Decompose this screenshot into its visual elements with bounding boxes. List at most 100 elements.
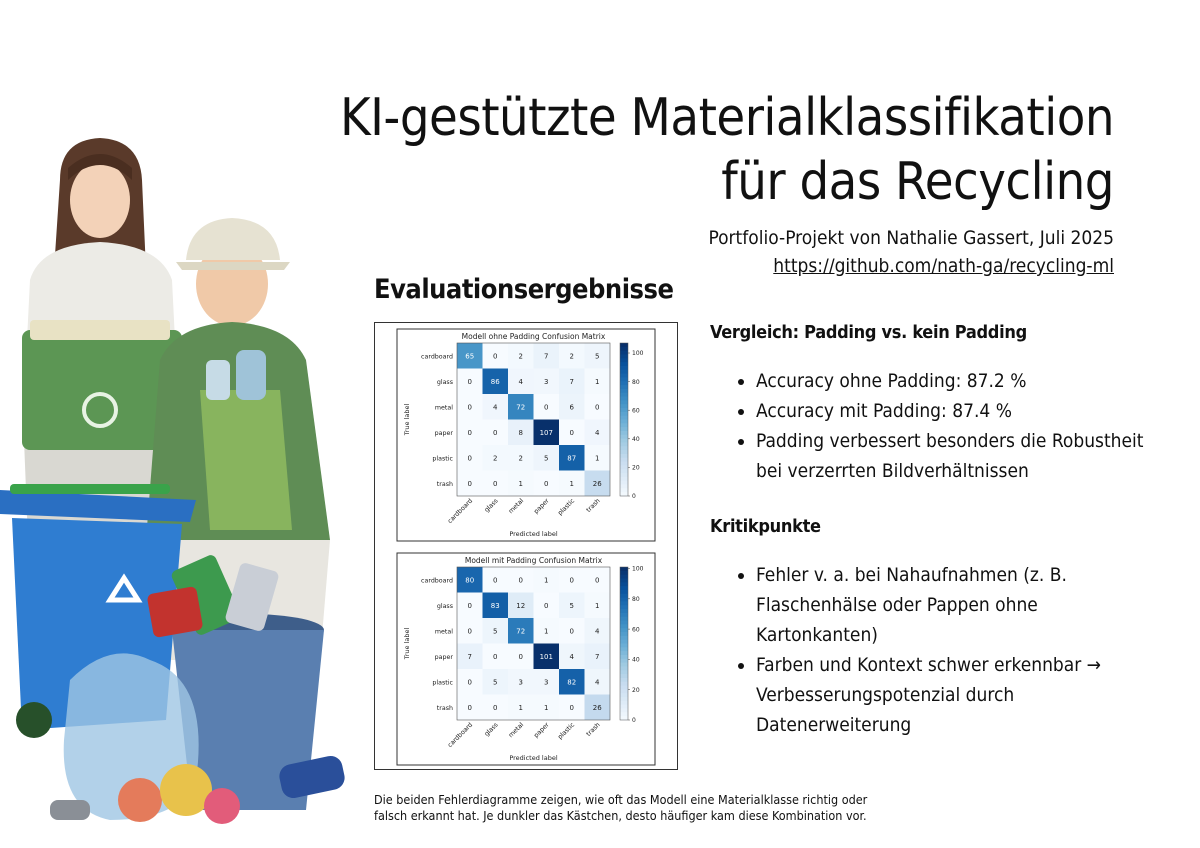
colorbar-segment [620,411,628,417]
colorbar-segment [620,465,628,470]
matrix-cell [584,419,610,445]
cell-value: 0 [468,378,472,386]
cell-value: 65 [465,352,474,360]
cell-value: 6 [570,403,575,411]
matrix-cell [457,592,483,618]
matrix-cell [508,394,534,420]
colorbar-segment [620,346,628,352]
github-link[interactable]: https://github.com/nath-ga/recycling-ml [773,255,1114,277]
cell-value: 0 [493,576,497,584]
matrix-cell [584,368,610,394]
colorbar-segment [620,488,628,493]
colorbar-tick-label: 20 [632,465,640,472]
cell-value: 0 [468,454,472,462]
cell-value: 0 [468,627,472,635]
colorbar-segment [620,601,628,606]
cell-value: 5 [570,602,574,610]
cell-value: 0 [570,704,574,712]
colorbar-segment [620,658,628,664]
colorbar-segment [620,593,628,599]
colorbar-segment [620,685,628,690]
matrix-cell [584,470,610,496]
y-tick-label: paper [435,430,454,437]
cell-value: 0 [570,576,574,584]
colorbar-segment [620,605,628,610]
matrix-cell [584,445,610,471]
x-axis-label: Predicted label [509,754,557,762]
comparison-item: Accuracy ohne Padding: 87.2 % [756,366,1156,396]
matrix-cell [584,567,610,593]
cell-value: 82 [567,678,576,686]
subtitle-block: Portfolio-Projekt von Nathalie Gassert, … [708,224,1114,280]
matrix-cell [482,592,508,618]
matrix-cell [559,592,585,618]
matrix-cell [533,343,559,369]
matrix-cell [508,343,534,369]
matrix-cell [508,470,534,496]
colorbar-segment [620,392,628,398]
colorbar-segment [620,457,628,463]
cell-value: 26 [593,704,602,712]
matrix-cell [508,368,534,394]
matrix-cell [508,419,534,445]
matrix-cell [508,618,534,644]
critique-item: Fehler v. a. bei Nahaufnahmen (z. B. Fla… [756,560,1156,650]
matrix-border [456,566,611,721]
cell-value: 0 [468,704,472,712]
colorbar-segment [620,476,628,482]
cell-value: 0 [595,403,599,411]
y-tick-label: plastic [432,679,453,686]
y-axis-label: True label [403,404,411,437]
matrix-cell [482,419,508,445]
y-tick-label: cardboard [421,353,453,360]
colorbar-segment [620,616,628,622]
colorbar-tick-label: 100 [632,350,644,357]
matrix-cell [482,567,508,593]
colorbar-segment [620,369,628,375]
cell-value: 72 [516,403,525,411]
cell-value: 7 [595,653,599,661]
cell-value: 1 [544,576,548,584]
matrix-cell [584,592,610,618]
matrix-cell [533,669,559,695]
colorbar-segment [620,632,628,637]
matrix-cell [533,419,559,445]
cell-value: 1 [595,454,599,462]
matrix-cell [533,470,559,496]
colorbar-segment [620,396,628,401]
colorbar-segment [620,597,628,602]
matrix-cell [584,394,610,420]
recycling-illustration [0,138,345,824]
colorbar-segment [620,704,628,710]
cell-value: 86 [491,378,500,386]
colorbar-segment [620,716,628,721]
cell-value: 1 [595,378,599,386]
colorbar-segment [620,666,628,671]
matrix-cell [457,643,483,669]
colorbar-segment [620,567,628,572]
colorbar-segment [620,708,628,713]
colorbar-segment [620,419,628,424]
matrix-cell [482,394,508,420]
matrix-cell [533,368,559,394]
colorbar-segment [620,404,628,409]
cell-value: 26 [593,480,602,488]
cell-value: 83 [491,602,500,610]
evaluation-heading: Evaluationsergebnisse [374,274,674,305]
colorbar-segment [620,586,628,591]
colorbar-segment [620,480,628,486]
colorbar-segment [620,358,628,363]
colorbar-segment [620,647,628,652]
cell-value: 4 [595,627,600,635]
matrix-cell [584,618,610,644]
matrix-cell [559,694,585,720]
matrix-cell [508,567,534,593]
matrix-cell [559,343,585,369]
cell-value: 4 [570,653,575,661]
colorbar-segment [620,574,628,579]
cell-value: 0 [544,602,548,610]
matrix-cell [457,567,483,593]
colorbar-tick-label: 0 [632,493,636,500]
cell-value: 1 [519,704,523,712]
cell-value: 107 [540,429,553,437]
